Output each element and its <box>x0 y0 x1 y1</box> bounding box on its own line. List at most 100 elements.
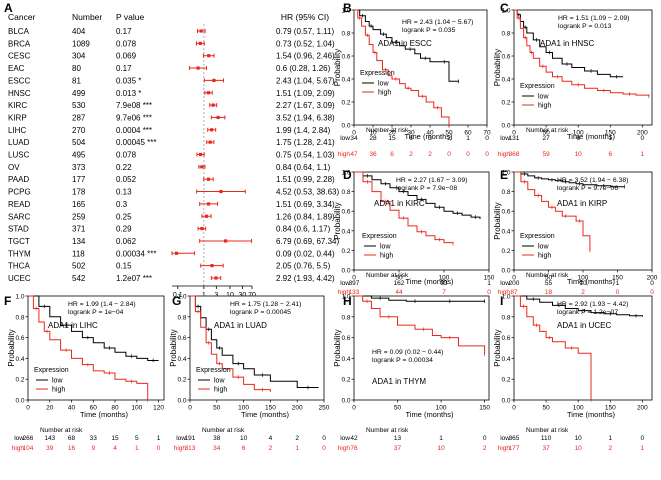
forest-number-label: 178 <box>72 188 86 197</box>
km-curve-high <box>514 9 650 97</box>
km-risk-count-high: 1 <box>641 151 645 158</box>
forest-cancer-label: CESC <box>8 52 30 61</box>
km-risk-count-low: 10 <box>575 435 583 442</box>
forest-number-label: 134 <box>72 237 86 246</box>
km-hr-annotation: HR = 1.75 (1.28 − 2.41) <box>230 301 301 308</box>
km-risk-count-high: 76 <box>350 445 358 452</box>
forest-pvalue-label: 0.013 * <box>116 89 141 98</box>
km-plot-frame <box>27 295 165 401</box>
km-risk-row-label-low: low <box>14 435 24 442</box>
km-risk-count-low: 33 <box>440 280 448 287</box>
forest-point <box>207 54 211 58</box>
km-y-axis-label: Probability <box>333 49 342 86</box>
km-risk-row-label-high: high <box>12 445 25 452</box>
km-y-tick-label: 0.2 <box>501 377 510 384</box>
km-y-tick-label: 0.0 <box>501 123 510 130</box>
km-risk-count-low: 42 <box>350 435 358 442</box>
km-risk-count-high: 0 <box>650 289 654 296</box>
km-y-tick-label: 0.2 <box>501 100 510 107</box>
forest-pvalue-label: 0.0004 *** <box>116 126 152 135</box>
km-risk-count-low: 397 <box>349 280 360 287</box>
forest-number-label: 118 <box>72 249 85 258</box>
forest-pvalue-label: 0.069 <box>116 52 137 61</box>
forest-number-label: 542 <box>72 274 86 283</box>
km-risk-count-high: 313 <box>185 445 196 452</box>
km-risk-count-low: 191 <box>185 435 196 442</box>
forest-cancer-label: LUAD <box>8 138 30 147</box>
forest-pvalue-label: 7.9e08 *** <box>116 101 152 110</box>
km-y-axis-label: Probability <box>493 49 502 86</box>
km-y-tick-label: 1.0 <box>177 294 186 301</box>
km-y-tick-label: 0.4 <box>341 228 350 235</box>
forest-cancer-label: LIHC <box>8 126 26 135</box>
forest-hr-label: 1.54 (0.96, 2.46) <box>276 52 335 61</box>
km-y-tick-label: 0.6 <box>501 335 510 342</box>
km-y-tick-label: 0.6 <box>15 335 24 342</box>
km-x-tick-label: 250 <box>319 405 330 412</box>
forest-hr-label: 0.79 (0.57, 1.11) <box>276 27 334 36</box>
km-legend-label-high: high <box>538 253 551 260</box>
forest-point <box>216 115 220 120</box>
forest-cancer-label: UCEC <box>8 274 31 283</box>
km-risk-count-low: 38 <box>213 435 221 442</box>
km-risk-count-high: 7 <box>442 289 446 296</box>
km-x-tick-label: 0 <box>352 130 356 137</box>
forest-point <box>206 91 211 95</box>
km-x-axis-label: Time (months) <box>80 410 129 419</box>
km-plot-frame <box>353 171 490 271</box>
km-risk-count-low: 3 <box>428 135 432 142</box>
km-risk-count-low: 34 <box>350 135 358 142</box>
forest-pvalue-label: 0.052 <box>116 175 137 184</box>
forest-x-tick-label: 10 <box>226 292 234 299</box>
km-x-tick-label: 30 <box>407 130 415 137</box>
km-y-tick-label: 0.8 <box>501 31 510 38</box>
km-y-tick-label: 0.0 <box>341 398 350 405</box>
km-x-tick-label: 50 <box>545 275 553 282</box>
km-y-tick-label: 0.4 <box>177 356 186 363</box>
km-x-tick-label: 200 <box>292 405 303 412</box>
km-x-axis-label: Time (months) <box>405 277 454 286</box>
forest-hr-label: 3.52 (1.94, 6.38) <box>276 113 335 122</box>
forest-hr-label: 2.05 (0.76, 5.5) <box>276 262 331 271</box>
panel-label-a: A <box>4 1 13 15</box>
km-risk-count-high: 10 <box>575 151 583 158</box>
km-risk-count-low: 162 <box>394 280 405 287</box>
km-logrank-annotation: logrank P = 1.2e−07 <box>557 309 618 316</box>
forest-number-label: 502 <box>72 262 86 271</box>
forest-pvalue-label: 0.035 * <box>116 76 141 85</box>
km-title: ADA1 in KIRP <box>557 199 607 208</box>
km-risk-header: Number at risk <box>526 272 569 279</box>
km-y-axis-label: Probability <box>169 329 178 366</box>
km-risk-header: Number at risk <box>526 427 569 434</box>
km-y-tick-label: 0.0 <box>15 398 24 405</box>
km-x-tick-label: 200 <box>637 405 648 412</box>
km-x-tick-label: 40 <box>68 405 76 412</box>
forest-pvalue-label: 0.00045 *** <box>116 138 156 147</box>
forest-cancer-label: PCPG <box>8 188 31 197</box>
km-curve-high <box>190 295 271 392</box>
forest-pvalue-label: 0.3 <box>116 200 128 209</box>
km-risk-count-high: 37 <box>394 445 402 452</box>
km-risk-count-high: 9 <box>91 445 95 452</box>
km-risk-row-label-high: high <box>338 445 351 452</box>
km-x-tick-label: 60 <box>90 405 98 412</box>
km-x-tick-label: 100 <box>578 275 589 282</box>
km-risk-count-high: 18 <box>545 289 553 296</box>
forest-cancer-label: EAC <box>8 64 25 73</box>
km-risk-count-high: 2 <box>581 289 585 296</box>
forest-number-label: 287 <box>72 113 86 122</box>
km-y-tick-label: 0.2 <box>15 377 24 384</box>
forest-number-label: 371 <box>72 225 86 234</box>
km-y-tick-label: 0.4 <box>341 77 350 84</box>
km-legend-title: Expression <box>360 70 395 77</box>
km-risk-count-high: 10 <box>575 445 583 452</box>
km-y-tick-label: 0.2 <box>341 377 350 384</box>
km-y-tick-label: 0.4 <box>15 356 24 363</box>
forest-x-tick-label: 70 <box>248 292 256 299</box>
km-risk-count-low: 1 <box>466 135 470 142</box>
km-logrank-annotation: logrank P = 0.013 <box>558 23 612 30</box>
forest-point <box>199 29 203 33</box>
km-y-tick-label: 0.6 <box>501 54 510 61</box>
